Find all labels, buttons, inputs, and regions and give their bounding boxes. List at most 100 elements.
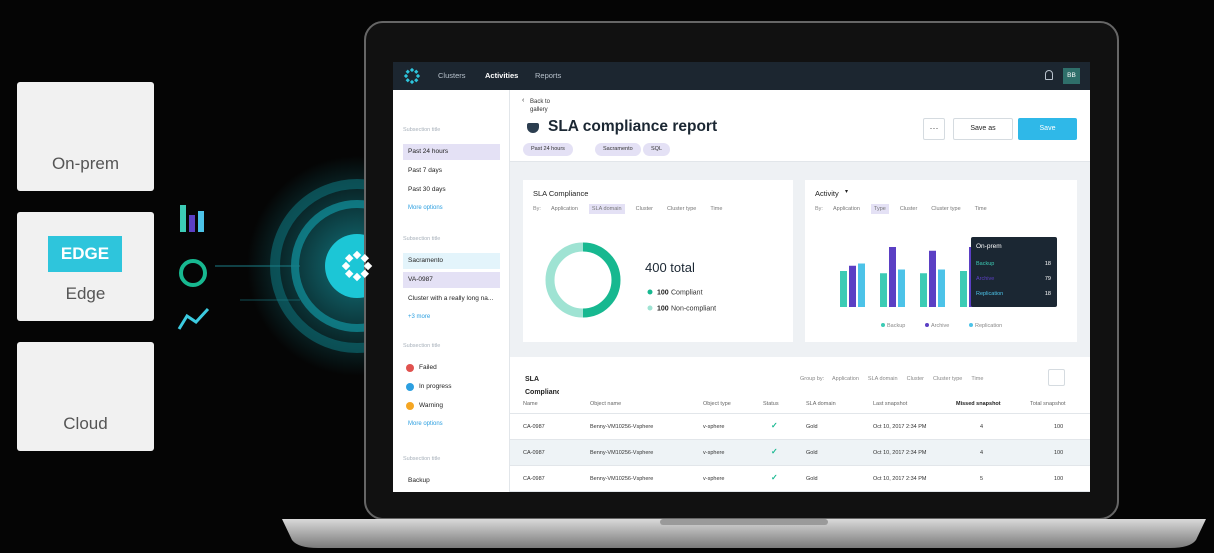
filter-item[interactable]: In progress (403, 379, 500, 395)
logo-part (415, 73, 421, 79)
legend-dot (925, 323, 929, 327)
more-button[interactable]: ⋯ (923, 118, 945, 140)
icon (180, 205, 186, 232)
by-option[interactable]: Cluster (899, 206, 918, 212)
filter-label: Sacramento (408, 257, 444, 264)
tooltip-title: On-prem (976, 243, 1002, 250)
column-header[interactable]: Missed snapshot (956, 401, 1001, 407)
logo-part (360, 253, 370, 263)
tooltip-label: Replication (976, 291, 1004, 297)
legend-label: Backup (887, 323, 905, 329)
legend-value: 100 (657, 290, 669, 297)
column-header[interactable]: Total snapshot (1030, 401, 1066, 407)
filter-label: Past 24 hours (408, 148, 449, 155)
app-screen: Clusters Activities Reports BB Subsection ti… (393, 62, 1090, 492)
column-header[interactable]: Object type (703, 401, 731, 407)
column-header[interactable]: Object name (590, 401, 622, 407)
filter-item[interactable]: Backup (403, 473, 500, 489)
filter-chip[interactable]: Sacramento (595, 143, 641, 156)
logo-part (363, 261, 373, 271)
bar (960, 271, 967, 307)
filter-label: Backup (408, 477, 430, 484)
filter-item[interactable]: Failed (403, 360, 500, 376)
filter-chip[interactable]: SQL (643, 143, 671, 156)
table-row[interactable]: CA-0987 Benny-VM10256-Vsphere v-sphere ✓ Gol… (510, 440, 1090, 466)
tooltip-value: 79 (1044, 276, 1051, 282)
by-option[interactable]: SLA domain (588, 204, 625, 214)
header-line (510, 413, 1090, 414)
nav-item[interactable]: Activities (485, 71, 519, 80)
by-option[interactable]: Cluster type (931, 206, 961, 212)
card-label: On-prem (51, 154, 120, 173)
table-row[interactable]: CA-0987 Benny-VM10256-Vsphere v-sphere ✓ Gol… (510, 466, 1090, 492)
save-as-button[interactable]: Save as (953, 118, 1013, 140)
report-icon (527, 123, 539, 133)
by-option[interactable]: Cluster (635, 206, 654, 212)
logo-part (352, 250, 362, 260)
by-option[interactable]: Cluster type (667, 206, 697, 212)
status-check: ✓ (771, 421, 778, 430)
nav-item[interactable]: Reports (535, 71, 562, 80)
group-option[interactable]: SLA domain (867, 376, 898, 382)
logo-part (344, 269, 354, 279)
more-link[interactable]: More options (408, 421, 443, 427)
group-option[interactable]: Time (971, 376, 984, 382)
tooltip-value: 18 (1044, 291, 1051, 297)
table-cell: Oct 10, 2017 2:34 PM (873, 476, 927, 482)
legend-dot (647, 305, 653, 311)
legend-label: Replication (975, 323, 1002, 329)
group-option[interactable]: Cluster type (933, 376, 963, 382)
nav-item[interactable]: Clusters (438, 71, 466, 80)
back-link[interactable]: Back to gallery (530, 99, 551, 113)
table-cell: v-sphere (703, 476, 725, 482)
filter-item[interactable]: Past 7 days (403, 163, 500, 179)
logo-part (405, 69, 410, 74)
group-option[interactable]: Cluster (906, 376, 925, 382)
more-link[interactable]: +3 more (408, 314, 431, 320)
filter-item[interactable]: VA-0987 (403, 272, 500, 288)
filter-label: Warning (419, 402, 443, 409)
data-table: SLA Compliance Group by: Application SLA do… (510, 357, 1090, 492)
by-option[interactable]: Application (833, 206, 860, 212)
filter-item[interactable]: Sacramento (403, 253, 500, 269)
by-option[interactable]: Application (551, 206, 578, 212)
bar (898, 269, 905, 307)
column-header[interactable]: Status (763, 401, 779, 407)
table-cell: 4 (980, 424, 984, 430)
by-option[interactable]: Type (870, 204, 889, 214)
notification-icon[interactable] (1045, 70, 1053, 80)
by-option[interactable]: Time (974, 206, 987, 212)
group-by-label: Group by: (800, 376, 825, 382)
filter-item[interactable]: Past 30 days (403, 182, 500, 198)
column-header[interactable]: Last snapshot (873, 401, 908, 407)
filter-label: Past 7 days (408, 167, 442, 174)
tooltip-value: 18 (1044, 261, 1051, 267)
avatar[interactable]: BB (1063, 68, 1080, 84)
filter-chip[interactable]: Past 24 hours (523, 143, 573, 156)
by-option[interactable]: Time (710, 206, 723, 212)
bar (880, 273, 887, 307)
legend-dot (647, 289, 653, 295)
filter-item[interactable]: Cluster with a really long na... (403, 291, 500, 307)
table-cell: Benny-VM10256-Vsphere (590, 476, 654, 482)
card-label: Edge (65, 284, 106, 303)
search-button[interactable] (1048, 369, 1065, 386)
filter-label: VA-0987 (408, 276, 433, 283)
table-cell: Gold (806, 424, 818, 430)
tooltip-label: Archive (976, 276, 995, 282)
edge-badge: EDGE (48, 236, 122, 272)
group-option[interactable]: Application (832, 376, 859, 382)
table-row[interactable]: CA-0987 Benny-VM10256-Vsphere v-sphere ✓ Gol… (510, 414, 1090, 440)
save-button[interactable]: Save (1018, 118, 1077, 140)
column-header[interactable]: SLA domain (806, 401, 836, 407)
filter-item[interactable]: Past 24 hours (403, 144, 500, 160)
column-header[interactable]: Name (523, 401, 538, 407)
filter-item[interactable]: Warning (403, 398, 500, 414)
table-cell: CA-0987 (523, 450, 545, 456)
more-link[interactable]: More options (408, 205, 443, 211)
dropdown-caret: ▾ (845, 189, 849, 195)
legend-dot (881, 323, 885, 327)
by-label: By: (533, 206, 541, 212)
